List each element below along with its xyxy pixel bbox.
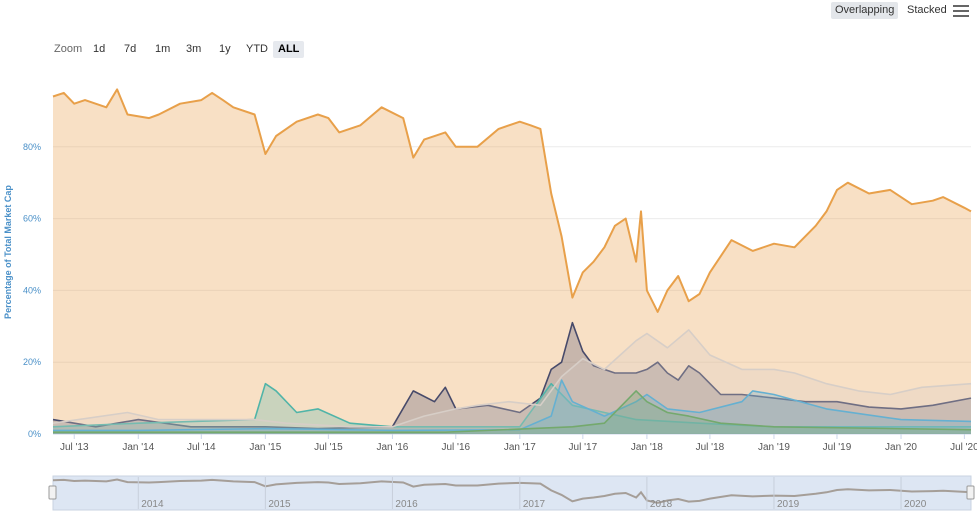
- overlapping-button[interactable]: Overlapping: [831, 2, 899, 19]
- range-button-all[interactable]: ALL: [273, 41, 305, 58]
- series-line-4[interactable]: [53, 390, 972, 433]
- range-button-1m[interactable]: 1m: [155, 43, 171, 55]
- series-line-3[interactable]: [53, 379, 972, 432]
- range-button-7d[interactable]: 7d: [124, 43, 137, 55]
- x-tick-label: Jan '16: [376, 442, 408, 453]
- series-layer: [52, 88, 972, 435]
- x-tick-label: Jan '15: [249, 442, 281, 453]
- series-line-5[interactable]: [52, 329, 972, 428]
- zoom-label: Zoom: [54, 43, 83, 55]
- series-area-2: [53, 383, 971, 434]
- series-area-0: [53, 89, 971, 435]
- x-tick-label: Jan '19: [758, 442, 790, 453]
- x-tick-label: Jul '14: [187, 442, 216, 453]
- x-tick-label: Jul '20: [950, 442, 977, 453]
- range-button-ytd[interactable]: YTD: [246, 43, 268, 55]
- y-axis-title: Percentage of Total Market Cap: [3, 185, 13, 319]
- x-tick-label: Jan '18: [631, 442, 663, 453]
- series-area-5: [53, 329, 971, 434]
- x-tick-label: Jul '19: [823, 442, 852, 453]
- navigator-year-label: 2016: [395, 499, 418, 510]
- y-tick-label: 80%: [23, 142, 41, 152]
- x-tick-label: Jul '17: [569, 442, 598, 453]
- navigator-series-line: [52, 478, 972, 504]
- x-tick-label: Jul '18: [696, 442, 725, 453]
- hamburger-menu-icon[interactable]: [953, 3, 969, 17]
- navigator-year-label: 2014: [141, 499, 164, 510]
- navigator-year-label: 2020: [904, 499, 927, 510]
- x-tick-label: Jan '20: [885, 442, 917, 453]
- navigator-year-label: 2019: [777, 499, 800, 510]
- range-button-1y[interactable]: 1y: [219, 43, 231, 55]
- y-tick-label: 0%: [28, 429, 41, 439]
- x-tick-label: Jul '13: [60, 442, 89, 453]
- grid-lines: [53, 146, 971, 435]
- x-tick-label: Jan '17: [504, 442, 536, 453]
- series-area-3: [53, 380, 971, 434]
- series-area-4: [53, 390, 971, 434]
- y-axis-ticks: 0% 20% 40% 60% 80%: [23, 142, 41, 439]
- navigator-year-label: 2017: [523, 499, 546, 510]
- navigator[interactable]: 2014 2015 2016 2017 2018 2019 2020: [48, 475, 975, 511]
- stacked-button[interactable]: Stacked: [907, 4, 947, 16]
- navigator-left-handle[interactable]: [48, 485, 57, 500]
- y-tick-label: 40%: [23, 285, 41, 295]
- x-tick-label: Jul '16: [441, 442, 470, 453]
- range-button-3m[interactable]: 3m: [186, 43, 202, 55]
- series-line-0[interactable]: [52, 88, 972, 313]
- navigator-right-handle[interactable]: [966, 485, 975, 500]
- navigator-year-label: 2018: [650, 499, 673, 510]
- y-tick-label: 60%: [23, 214, 41, 224]
- x-axis-ticks: Jul '13 Jan '14 Jul '14 Jan '15 Jul '15 Jan '…: [60, 434, 977, 453]
- x-tick-label: Jan '14: [122, 442, 154, 453]
- navigator-year-label: 2015: [268, 499, 291, 510]
- range-button-1d[interactable]: 1d: [93, 43, 106, 55]
- x-tick-label: Jul '15: [314, 442, 343, 453]
- y-tick-label: 20%: [23, 357, 41, 367]
- series-area-1: [53, 322, 971, 434]
